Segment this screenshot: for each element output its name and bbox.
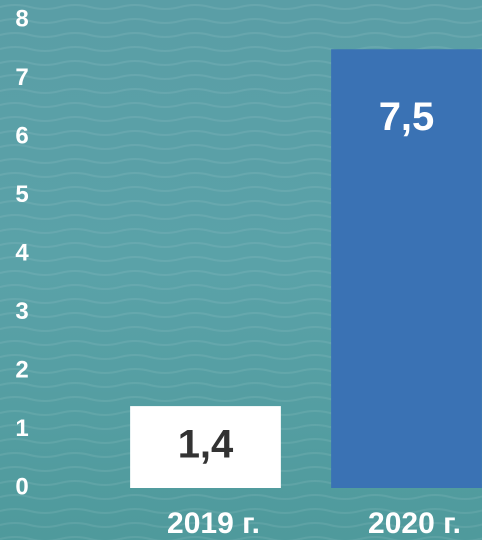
y-tick-label: 6 xyxy=(15,122,28,149)
y-tick-label: 2 xyxy=(15,356,28,383)
value-label: 7,5 xyxy=(379,95,435,139)
y-tick-label: 8 xyxy=(15,5,28,32)
y-tick-label: 1 xyxy=(15,415,28,442)
y-tick-label: 5 xyxy=(15,181,28,208)
x-tick-label: 2020 г. xyxy=(368,507,461,540)
y-tick-label: 7 xyxy=(15,64,28,91)
y-tick-label: 4 xyxy=(15,239,29,266)
chart: 0 1 2 3 4 5 6 7 8 2019 г. 1,4 2020 г. 7,5 xyxy=(0,0,482,540)
y-tick-label: 0 xyxy=(15,473,28,500)
value-label: 1,4 xyxy=(178,423,234,467)
page: 0123456782019 г.1,42020 г.7,5 (() => { c… xyxy=(0,0,482,540)
y-tick-label: 3 xyxy=(15,298,28,325)
x-tick-label: 2019 г. xyxy=(167,507,260,540)
